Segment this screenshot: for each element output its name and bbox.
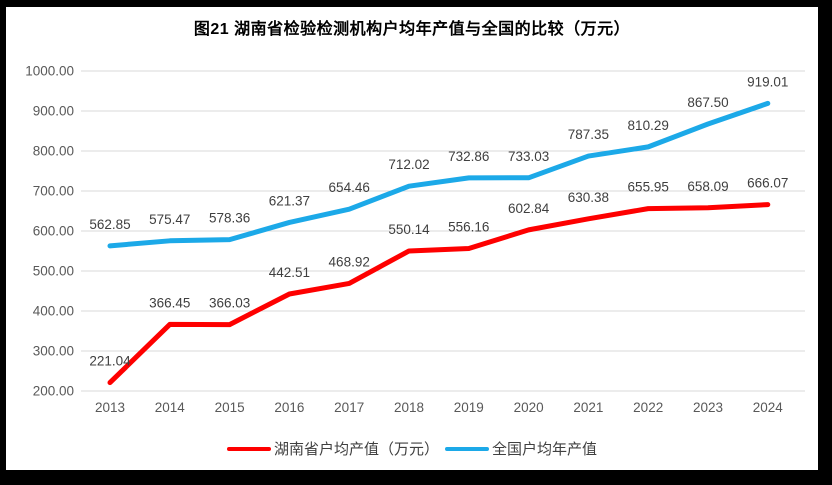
data-label-1: 654.46 [329,180,370,195]
data-label-0: 366.03 [209,296,250,311]
x-tick-label: 2024 [753,400,784,415]
legend-label-national: 全国户均年产值 [492,441,598,458]
data-label-0: 602.84 [508,201,550,216]
data-label-1: 578.36 [209,211,250,226]
data-label-0: 630.38 [568,190,609,205]
x-tick-label: 2023 [693,400,723,415]
data-label-1: 810.29 [628,118,669,133]
data-label-1: 575.47 [149,212,190,227]
x-tick-label: 2020 [514,400,544,415]
y-tick-label: 600.00 [33,224,74,239]
y-tick-label: 200.00 [33,384,74,399]
data-label-0: 468.92 [329,254,370,269]
x-tick-label: 2016 [274,400,304,415]
y-tick-label: 800.00 [33,144,74,159]
data-label-1: 867.50 [687,95,728,110]
chart-area: 图21 湖南省检验检测机构户均年产值与全国的比较（万元） 200.00 300.0… [6,7,818,470]
chart-legend: 湖南省户均产值（万元） 全国户均年产值 [6,438,818,459]
data-label-1: 732.86 [448,149,489,164]
data-label-0: 442.51 [269,265,310,280]
legend-item-hunan: 湖南省户均产值（万元） [226,438,439,459]
x-tick-label: 2017 [334,400,364,415]
data-label-0: 221.04 [89,354,131,369]
chart-title: 图21 湖南省检验检测机构户均年产值与全国的比较（万元） [193,21,631,38]
data-label-1: 787.35 [568,127,609,142]
data-label-0: 666.07 [747,176,788,191]
data-label-1: 562.85 [89,217,130,232]
series-line-0 [107,202,771,386]
x-tick-label: 2021 [573,400,603,415]
x-tick-label: 2022 [633,400,663,415]
series-line-1 [107,100,771,249]
x-tick-label: 2015 [215,400,245,415]
y-tick-label: 500.00 [33,264,74,279]
y-tick-label: 1000.00 [25,64,74,79]
x-tick-label: 2019 [454,400,484,415]
data-label-0: 658.09 [687,179,728,194]
line-chart: 200.00 300.00 400.00 500.00 600.00 700.00 800.… [25,64,805,415]
data-label-0: 556.16 [448,220,489,235]
data-label-0: 655.95 [628,180,669,195]
y-tick-label: 700.00 [33,184,74,199]
data-label-1: 733.03 [508,149,549,164]
x-tick-label: 2013 [95,400,125,415]
data-label-0: 366.45 [149,295,190,310]
x-tick-label: 2018 [394,400,424,415]
y-tick-label: 300.00 [33,344,74,359]
y-tick-label: 400.00 [33,304,74,319]
y-tick-label: 900.00 [33,104,74,119]
legend-item-national: 全国户均年产值 [445,438,597,459]
data-label-0: 550.14 [388,222,430,237]
data-label-1: 621.37 [269,193,310,208]
legend-swatch-national [445,446,489,451]
legend-label-hunan: 湖南省户均产值（万元） [273,441,439,458]
x-tick-label: 2014 [155,400,186,415]
data-label-1: 712.02 [388,157,429,172]
data-label-1: 919.01 [747,74,788,89]
legend-swatch-hunan [226,446,271,451]
